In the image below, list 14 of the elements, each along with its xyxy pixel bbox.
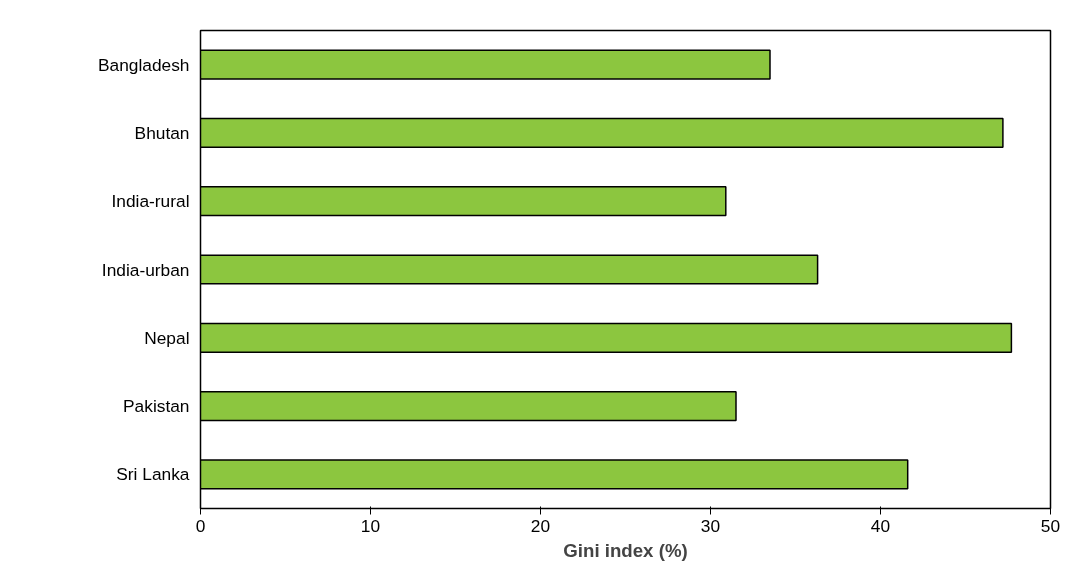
- y-tick-label: Nepal: [144, 327, 190, 348]
- y-tick-label: India-rural: [111, 191, 190, 212]
- x-tick-label: 20: [530, 515, 551, 536]
- y-tick-label: Sri Lanka: [116, 464, 190, 485]
- y-tick-label: India-urban: [101, 259, 190, 280]
- y-tick-label: Pakistan: [123, 396, 190, 417]
- x-tick-label: 30: [700, 515, 721, 536]
- x-tick-label: 50: [1040, 515, 1061, 536]
- y-tick-label: Bhutan: [134, 122, 190, 143]
- x-tick-label: 10: [360, 515, 381, 536]
- x-tick-label: 0: [195, 515, 206, 536]
- x-tick-label: 40: [870, 515, 891, 536]
- y-tick-label: Bangladesh: [97, 54, 190, 75]
- x-axis-title: Gini index (%): [563, 539, 688, 561]
